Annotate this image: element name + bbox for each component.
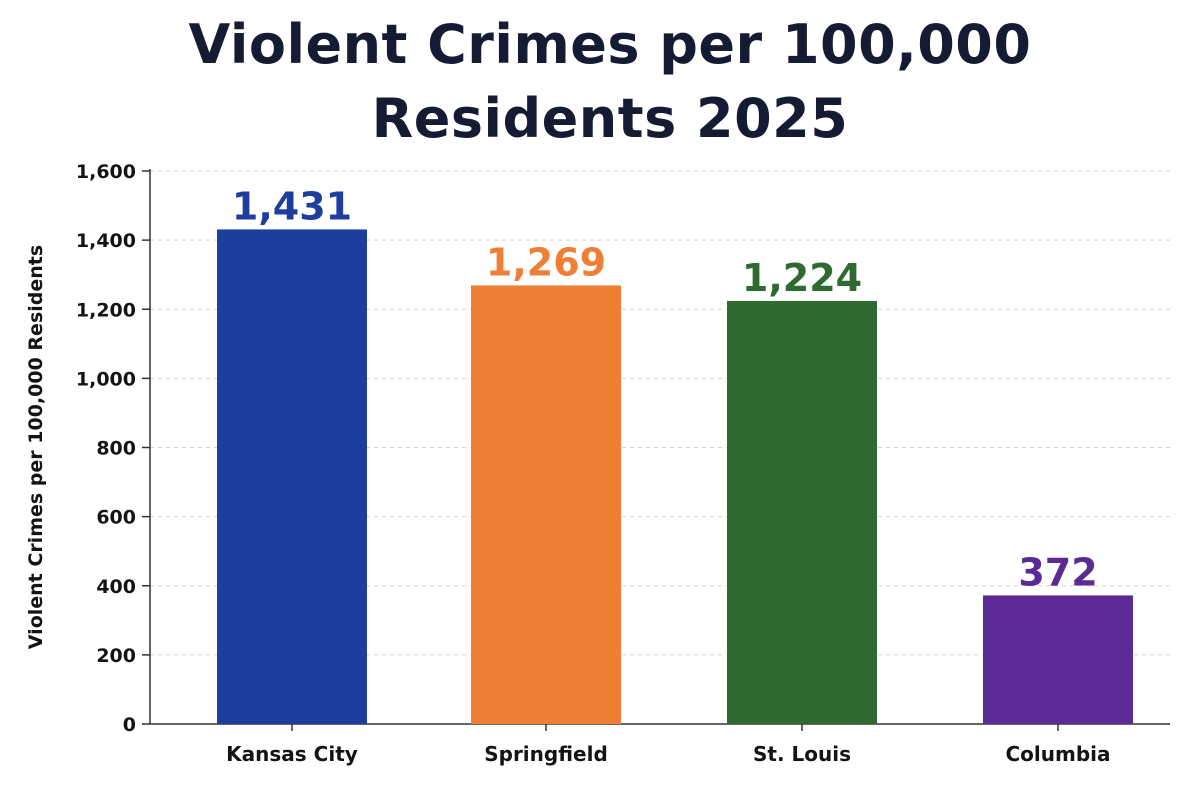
category-label: Kansas City — [226, 742, 358, 766]
y-tick-label: 1,200 — [76, 299, 136, 321]
category-label: St. Louis — [753, 742, 851, 766]
bar-kansas-city — [217, 229, 367, 724]
y-tick-label: 0 — [123, 714, 136, 736]
y-tick-label: 1,400 — [76, 230, 136, 252]
y-tick-label: 200 — [96, 645, 136, 667]
y-tick-label: 1,000 — [76, 368, 136, 390]
y-tick-labels: 0 200 400 600 800 1,000 1,200 1,400 1,600 — [76, 161, 136, 736]
bars — [217, 229, 1133, 724]
value-label: 1,431 — [232, 184, 352, 228]
category-labels: Kansas City Springfield St. Louis Columbia — [226, 742, 1110, 766]
value-label: 372 — [1018, 550, 1097, 594]
value-labels: 1,431 1,269 1,224 372 — [232, 184, 1098, 594]
y-axis-title: Violent Crimes per 100,000 Residents — [25, 245, 47, 649]
y-tick-label: 600 — [96, 507, 136, 529]
category-label: Springfield — [484, 742, 608, 766]
chart-title: Violent Crimes per 100,000 Residents 202… — [188, 13, 1032, 150]
value-label: 1,224 — [742, 256, 862, 300]
bar-st-louis — [727, 300, 877, 724]
y-tick-label: 1,600 — [76, 161, 136, 183]
y-tick-label: 400 — [96, 576, 136, 598]
category-label: Columbia — [1005, 742, 1110, 766]
y-tick-label: 800 — [96, 438, 136, 460]
bar-springfield — [471, 285, 621, 724]
bar-columbia — [983, 595, 1133, 724]
value-label: 1,269 — [486, 240, 606, 284]
